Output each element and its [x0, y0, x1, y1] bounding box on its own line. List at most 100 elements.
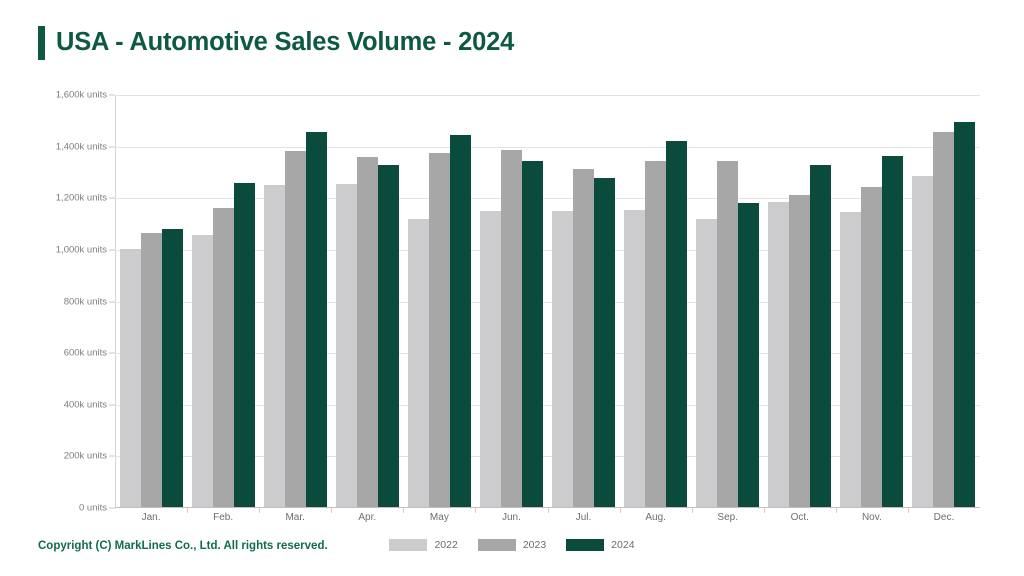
- bar-sep-2022[interactable]: [696, 218, 718, 508]
- y-axis-tick-mark: [109, 249, 115, 251]
- legend-swatch-2023: [477, 539, 516, 551]
- legend-swatch-2024: [566, 539, 605, 551]
- bar-oct-2024[interactable]: [810, 164, 832, 508]
- y-axis-tick-label: 800k units: [63, 296, 107, 307]
- y-axis-tick-mark: [109, 404, 115, 406]
- x-axis-label-may: May: [429, 512, 449, 523]
- bar-nov-2022[interactable]: [840, 212, 862, 508]
- y-axis-tick-mark: [109, 507, 115, 509]
- bar-may-2023[interactable]: [428, 153, 450, 508]
- x-axis-label-jul: Jul.: [575, 512, 592, 523]
- x-axis-tick-mark: [331, 508, 333, 513]
- bar-dec-2024[interactable]: [954, 122, 976, 508]
- bar-may-2022[interactable]: [407, 219, 429, 508]
- month-bar-group: [475, 95, 547, 508]
- bar-jun-2024[interactable]: [521, 160, 543, 508]
- y-axis-tick-label: 400k units: [63, 399, 107, 411]
- x-axis-tick-mark: [619, 508, 621, 513]
- bar-nov-2023[interactable]: [861, 186, 883, 508]
- y-axis-tick-label: 1,400k units: [55, 141, 107, 153]
- bar-feb-2023[interactable]: [212, 208, 234, 508]
- x-axis-label-oct: Oct.: [790, 512, 809, 523]
- bar-jun-2022[interactable]: [479, 211, 501, 508]
- y-axis-tick-mark: [109, 197, 115, 199]
- gridline: [115, 95, 980, 96]
- x-axis-label-jan: Jan.: [141, 512, 161, 523]
- y-axis-tick-label: 1,200k units: [55, 192, 107, 204]
- bar-oct-2022[interactable]: [768, 202, 790, 508]
- copyright-text: Copyright (C) MarkLines Co., Ltd. All ri…: [38, 540, 328, 552]
- gridline: [115, 249, 980, 251]
- bar-jun-2023[interactable]: [500, 149, 522, 508]
- y-axis-tick-label: 0 units: [79, 502, 107, 514]
- bar-jul-2022[interactable]: [552, 210, 574, 508]
- x-axis-label-nov: Nov.: [861, 512, 882, 523]
- y-axis-tick-mark: [109, 301, 115, 302]
- bar-feb-2024[interactable]: [233, 182, 255, 508]
- x-axis-label-dec: Dec.: [933, 512, 955, 523]
- y-axis-tick-mark: [109, 94, 115, 96]
- month-bar-group: [187, 95, 259, 508]
- y-axis-tick-mark: [109, 352, 115, 354]
- bar-oct-2023[interactable]: [789, 195, 811, 508]
- x-axis-line: [115, 507, 980, 508]
- legend-item-2024[interactable]: 2024: [566, 539, 635, 551]
- bar-nov-2024[interactable]: [882, 155, 904, 508]
- month-bar-group: [692, 95, 764, 508]
- x-axis-label-feb: Feb.: [213, 512, 234, 523]
- bars-layer: [115, 95, 980, 513]
- bar-sep-2023[interactable]: [717, 160, 739, 508]
- legend-item-2023[interactable]: 2023: [477, 539, 546, 551]
- bar-jul-2023[interactable]: [573, 168, 595, 508]
- month-bar-group: [764, 95, 836, 508]
- bar-dec-2023[interactable]: [933, 132, 955, 508]
- bar-mar-2023[interactable]: [284, 150, 306, 508]
- gridline: [115, 404, 980, 406]
- bar-jul-2024[interactable]: [594, 178, 616, 508]
- bar-aug-2024[interactable]: [666, 140, 688, 508]
- bar-mar-2024[interactable]: [305, 132, 327, 508]
- title-accent-bar: [38, 26, 45, 60]
- bar-sep-2024[interactable]: [738, 203, 760, 508]
- month-bar-group: [403, 95, 475, 508]
- gridline: [115, 146, 980, 148]
- x-axis-label-mar: Mar.: [285, 512, 305, 523]
- bar-jan-2024[interactable]: [161, 229, 183, 508]
- legend: 2022 2023 2024: [0, 539, 1024, 551]
- bar-apr-2023[interactable]: [356, 157, 378, 508]
- bar-jan-2023[interactable]: [140, 233, 162, 508]
- gridline: [115, 353, 980, 355]
- y-axis-tick-mark: [109, 455, 115, 457]
- bar-feb-2022[interactable]: [191, 234, 213, 508]
- x-axis-tick-mark: [547, 508, 549, 513]
- x-axis-tick-mark: [259, 508, 261, 513]
- x-axis-tick-mark: [835, 508, 837, 513]
- x-axis-tick-mark: [691, 508, 693, 513]
- bar-jan-2022[interactable]: [119, 248, 141, 508]
- bar-aug-2023[interactable]: [645, 160, 667, 508]
- x-axis-tick-mark: [475, 508, 477, 513]
- bar-apr-2024[interactable]: [377, 164, 399, 508]
- bar-dec-2022[interactable]: [912, 175, 934, 508]
- x-axis-labels: Jan. Feb. Mar. Apr. May Jun. Jul. Aug. Sep. Oct. N…: [115, 512, 980, 534]
- y-axis-tick-label: 1,600k units: [55, 89, 107, 101]
- month-bar-group: [331, 95, 403, 508]
- x-axis-label-apr: Apr.: [358, 512, 377, 523]
- month-bar-group: [620, 95, 692, 508]
- title-row: USA - Automotive Sales Volume - 2024: [38, 26, 514, 60]
- bar-aug-2022[interactable]: [624, 209, 646, 508]
- x-axis-label-jun: Jun.: [502, 512, 521, 523]
- bar-apr-2022[interactable]: [335, 184, 357, 508]
- gridline: [115, 198, 980, 200]
- y-axis-tick-label: 200k units: [63, 450, 107, 462]
- gridline: [115, 456, 980, 458]
- bar-may-2024[interactable]: [449, 135, 471, 508]
- y-axis-tick-label: 600k units: [63, 347, 107, 359]
- month-bar-group: [259, 95, 331, 508]
- legend-item-2022[interactable]: 2022: [389, 539, 458, 551]
- x-axis-tick-mark: [403, 508, 405, 513]
- bar-mar-2022[interactable]: [263, 185, 285, 508]
- legend-label-2024: 2024: [611, 539, 635, 551]
- x-axis-tick-mark: [763, 508, 765, 513]
